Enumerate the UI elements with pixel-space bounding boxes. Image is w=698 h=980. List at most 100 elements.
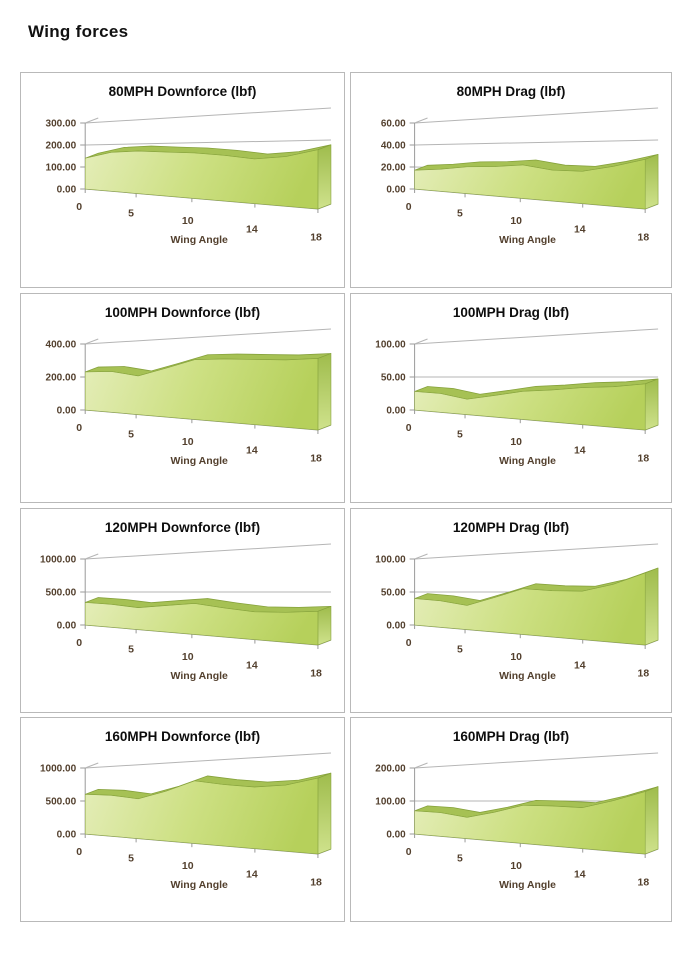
y-tick-label: 200.00: [46, 141, 77, 152]
wall-edge: [414, 117, 428, 124]
x-tick-label: 14: [246, 223, 258, 235]
chart-title: 80MPH Downforce (lbf): [108, 84, 257, 99]
x-axis-title: Wing Angle: [499, 456, 556, 467]
x-tick-label: 0: [406, 847, 412, 858]
x-tick-label: 18: [310, 877, 322, 889]
x-tick-label: 10: [182, 860, 194, 872]
x-tick-label: 0: [76, 201, 82, 213]
x-tick-label: 10: [182, 215, 194, 227]
chart-panel-80mph-drag: 80MPH Drag (lbf) 0.00 20.00 40.00 60.00 0 5 10…: [350, 72, 672, 288]
page-title: Wing forces: [28, 22, 129, 41]
x-tick-label: 5: [457, 854, 463, 865]
x-tick-label: 0: [406, 202, 412, 213]
y-tick-label: 50.00: [381, 587, 406, 598]
area-side-face: [644, 786, 659, 855]
wall-edge: [414, 553, 428, 560]
y-tick-label: 50.00: [381, 372, 406, 383]
gridline: [85, 752, 331, 769]
y-tick-label: 500.00: [46, 588, 77, 599]
chart-title: 80MPH Drag (lbf): [456, 84, 566, 99]
x-tick-label: 0: [76, 846, 82, 858]
y-tick-label: 0.00: [57, 185, 77, 196]
y-tick-label: 300.00: [46, 119, 77, 130]
y-tick-label: 100.00: [46, 163, 77, 174]
x-tick-label: 5: [128, 853, 134, 865]
chart-panel-100mph-drag: 100MPH Drag (lbf) 0.00 50.00 100.00 0 5 10 14 1…: [350, 293, 672, 503]
area-front-face: [84, 777, 319, 855]
y-tick-label: 500.00: [46, 797, 77, 808]
area-front-face: [84, 358, 319, 431]
x-tick-label: 18: [638, 454, 650, 465]
x-tick-label: 18: [310, 232, 322, 244]
x-tick-label: 14: [574, 660, 586, 671]
y-tick-label: 0.00: [57, 406, 77, 417]
x-tick-label: 18: [310, 453, 322, 465]
y-tick-label: 40.00: [381, 140, 406, 151]
x-tick-label: 14: [574, 869, 586, 880]
x-tick-label: 5: [457, 430, 463, 441]
gridline: [85, 107, 331, 124]
gridline: [85, 543, 331, 560]
x-tick-label: 14: [574, 224, 586, 235]
x-tick-label: 10: [510, 652, 522, 663]
area-chart-80mph-drag: 0.00 20.00 40.00 60.00 0 5 10 14 18 Wing Angle: [381, 107, 659, 246]
area-chart-160mph-downforce: 0.00 500.00 1000.00 0 5 10 14 18 Wing Angle: [40, 752, 332, 891]
x-tick-label: 10: [510, 216, 522, 227]
wall-edge: [85, 117, 99, 124]
area-front-face: [414, 159, 646, 210]
area-side-face: [644, 567, 659, 646]
chart-title: 160MPH Drag (lbf): [452, 729, 570, 744]
x-tick-label: 0: [76, 637, 82, 649]
area-side-face: [317, 772, 332, 855]
y-tick-label: 0.00: [386, 829, 406, 840]
x-tick-label: 5: [128, 208, 134, 220]
x-tick-label: 18: [638, 878, 650, 889]
x-axis-title: Wing Angle: [171, 670, 229, 682]
area-side-face: [317, 605, 332, 646]
x-tick-label: 10: [510, 437, 522, 448]
y-tick-label: 100.00: [375, 554, 406, 565]
y-tick-label: 0.00: [57, 830, 77, 841]
y-tick-label: 100.00: [375, 339, 406, 350]
gridline: [414, 328, 659, 345]
chart-panel-160mph-drag: 160MPH Drag (lbf) 0.00 100.00 200.00 0 5 10 14…: [350, 717, 672, 922]
gridline: [85, 328, 331, 345]
gridline: [414, 139, 659, 146]
x-tick-label: 14: [246, 868, 258, 880]
wall-edge: [414, 762, 428, 769]
x-tick-label: 14: [246, 659, 258, 671]
area-front-face: [84, 602, 319, 646]
x-tick-label: 18: [310, 668, 322, 680]
chart-panel-120mph-downforce: 120MPH Downforce (lbf) 0.00 500.00 1000.00…: [20, 508, 345, 713]
chart-title: 120MPH Drag (lbf): [452, 520, 570, 535]
wall-edge: [85, 338, 99, 345]
y-tick-label: 1000.00: [40, 764, 77, 775]
chart-panel-80mph-downforce: 80MPH Downforce (lbf) 0.00 100.00 200.00 30…: [20, 72, 345, 288]
gridline: [414, 543, 659, 560]
x-tick-label: 14: [246, 444, 258, 456]
x-tick-label: 18: [638, 233, 650, 244]
chart-title: 120MPH Downforce (lbf): [104, 520, 261, 535]
y-tick-label: 60.00: [381, 118, 406, 129]
x-tick-label: 5: [128, 644, 134, 656]
area-side-face: [317, 353, 332, 431]
gridline: [85, 139, 331, 146]
x-tick-label: 5: [128, 429, 134, 441]
wall-edge: [85, 762, 99, 769]
area-side-face: [644, 378, 659, 431]
chart-panel-120mph-drag: 120MPH Drag (lbf) 0.00 50.00 100.00 0 5 10 14 1…: [350, 508, 672, 713]
x-tick-label: 0: [406, 638, 412, 649]
area-chart-120mph-drag: 0.00 50.00 100.00 0 5 10 14 18 Wing Angle: [375, 543, 659, 682]
chart-panel-100mph-downforce: 100MPH Downforce (lbf) 0.00 200.00 400.00 0…: [20, 293, 345, 503]
area-chart-120mph-downforce: 0.00 500.00 1000.00 0 5 10 14 18 Wing Angle: [40, 543, 332, 682]
x-tick-label: 5: [457, 209, 463, 220]
x-tick-label: 10: [510, 861, 522, 872]
x-axis-title: Wing Angle: [499, 235, 556, 246]
chart-title: 160MPH Downforce (lbf): [104, 729, 261, 744]
y-tick-label: 0.00: [386, 620, 406, 631]
y-tick-label: 20.00: [381, 162, 406, 173]
x-tick-label: 5: [457, 645, 463, 656]
y-tick-label: 0.00: [386, 405, 406, 416]
area-front-face: [414, 383, 646, 431]
x-tick-label: 0: [406, 423, 412, 434]
